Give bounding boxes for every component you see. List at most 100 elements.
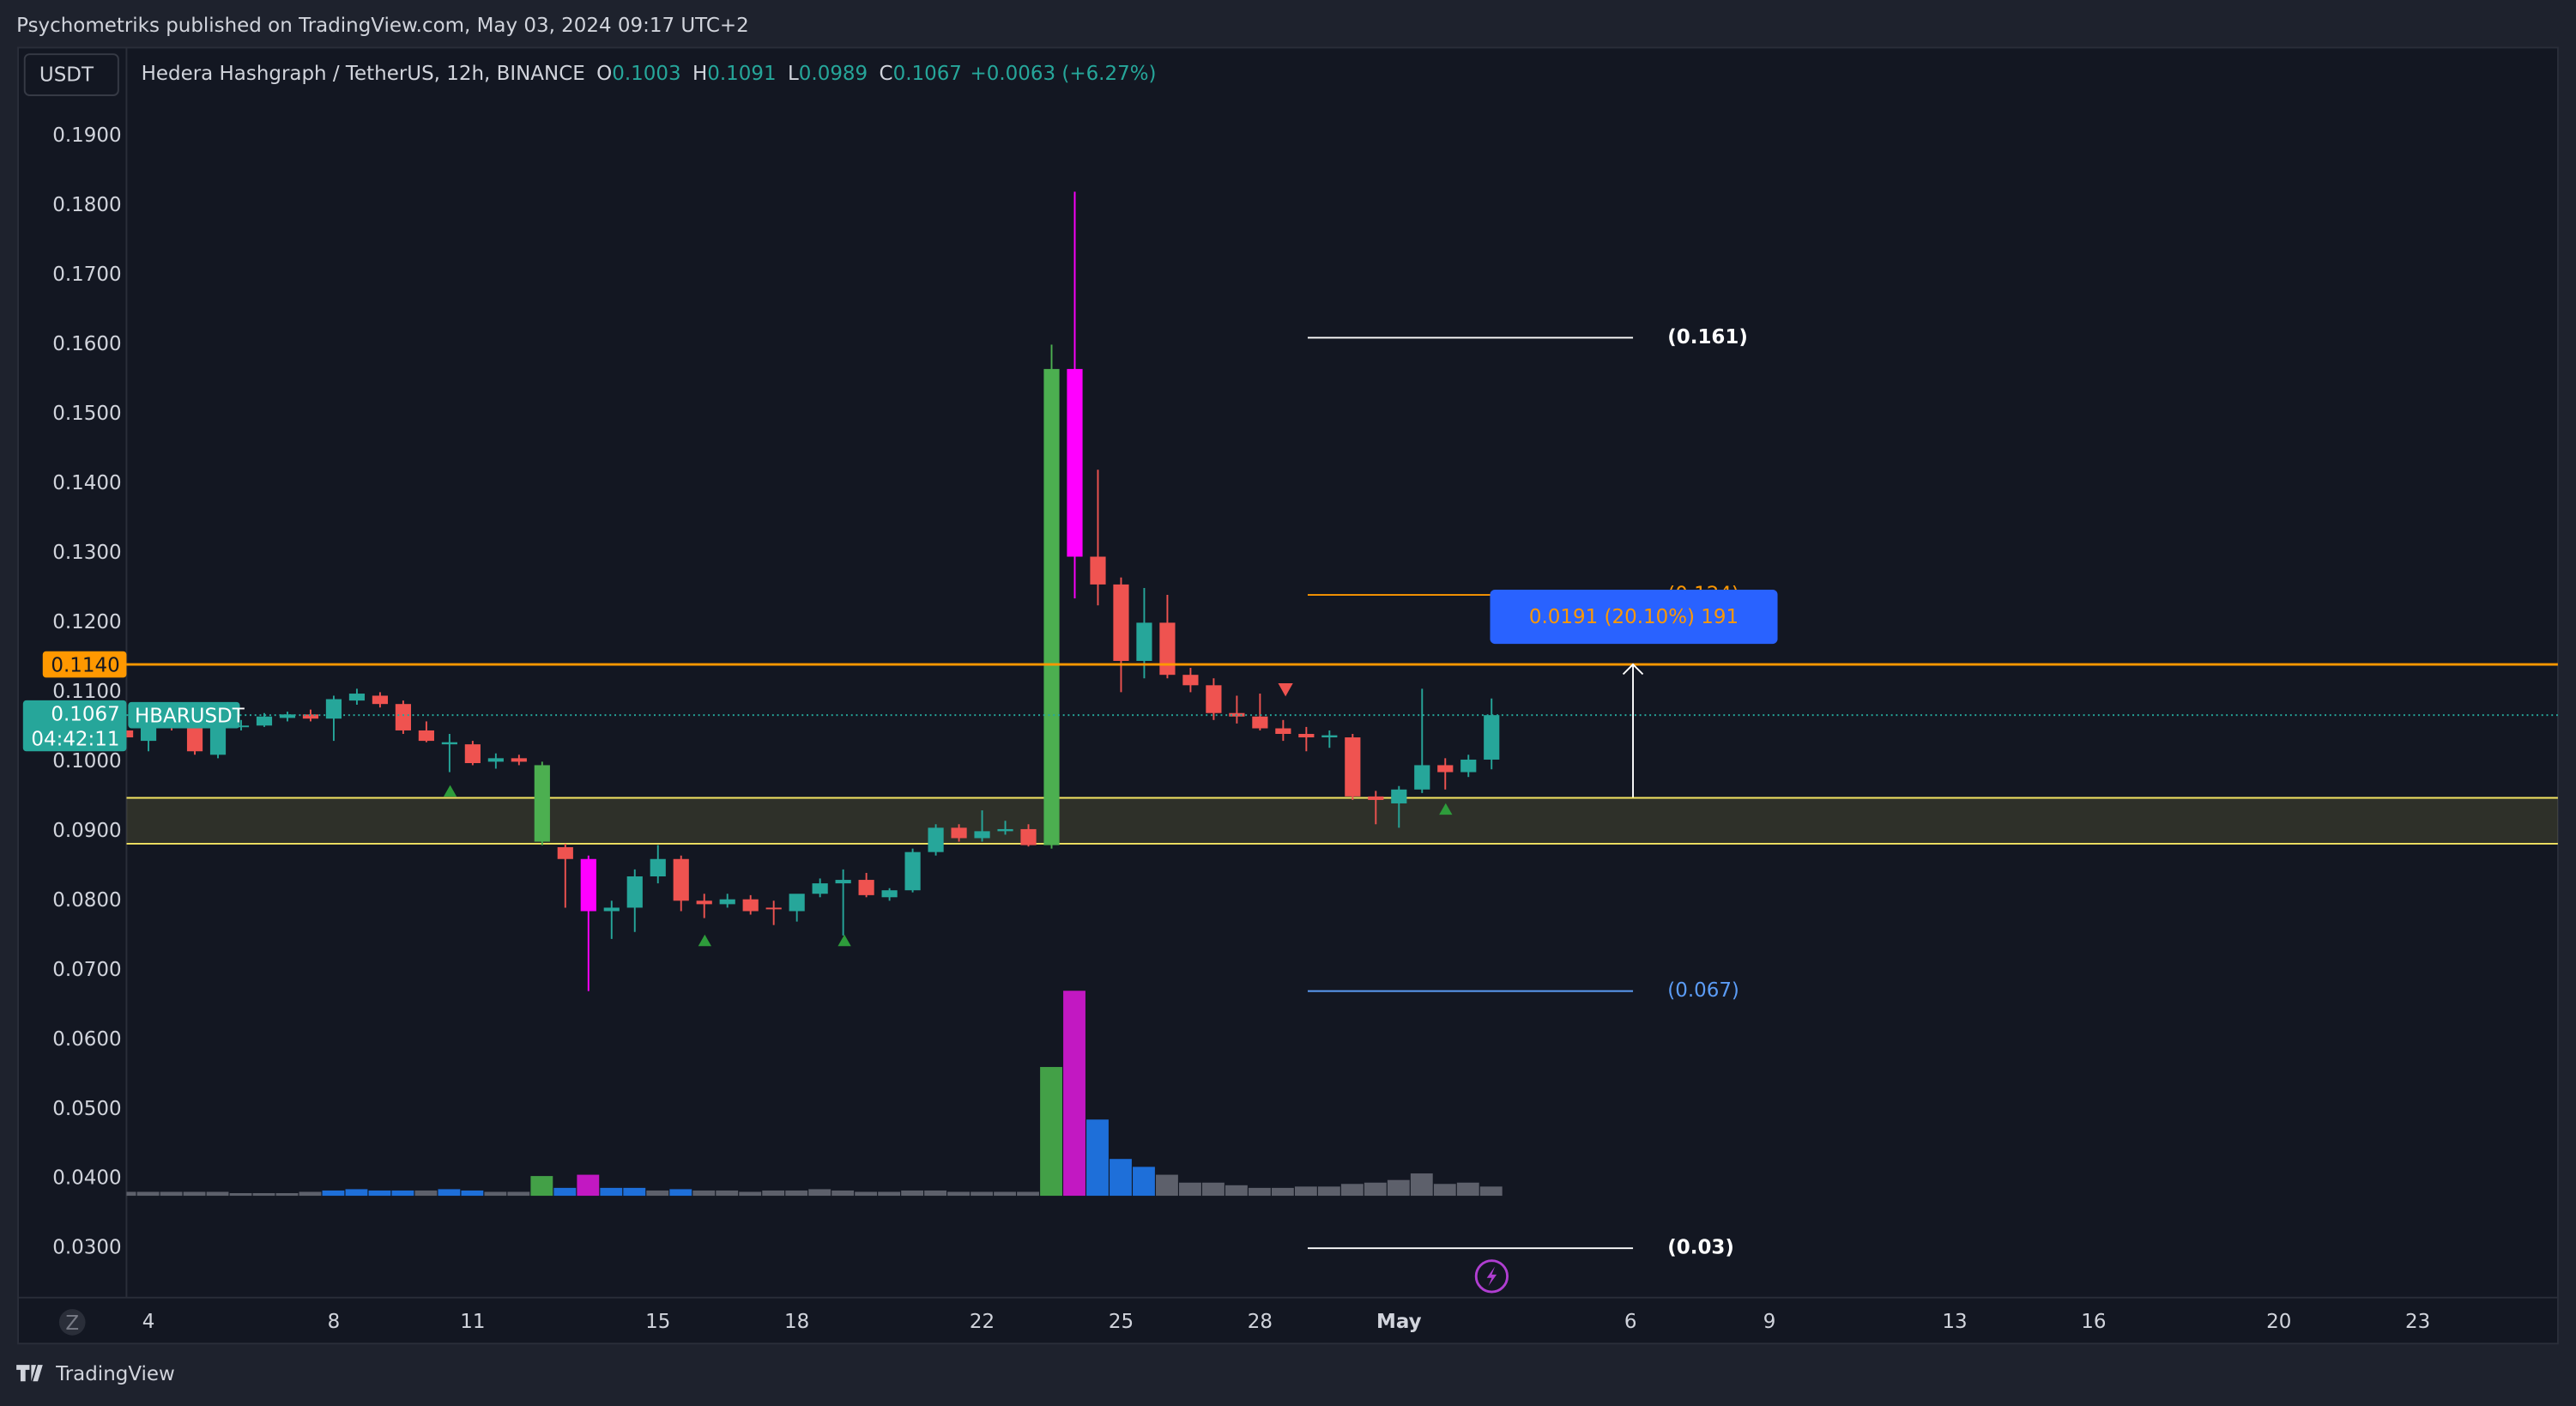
candle-body	[928, 827, 944, 852]
last-price-label: 0.1067	[51, 704, 119, 726]
candle-body	[696, 900, 712, 905]
candle-body	[1090, 556, 1106, 585]
x-tick-label: 4	[142, 1311, 155, 1333]
y-tick-label: 0.1900	[52, 124, 121, 147]
series-layer	[126, 191, 2558, 1197]
volume-bar	[1340, 1184, 1364, 1197]
candle-body	[395, 704, 411, 730]
volume-bar	[126, 1191, 136, 1197]
candle-body	[279, 714, 296, 718]
candle-body	[372, 695, 389, 705]
ohlc-value: 0.1067	[893, 63, 962, 85]
volume-bar	[206, 1191, 229, 1197]
alert-price-label: 0.1140	[51, 654, 119, 676]
x-tick-label: 11	[460, 1311, 485, 1333]
y-tick-label: 0.0400	[52, 1167, 121, 1190]
y-tick-label: 0.1400	[52, 472, 121, 494]
candle-body	[1298, 734, 1315, 738]
volume-bar	[1317, 1186, 1340, 1197]
volume-bar	[1202, 1182, 1225, 1197]
volume-bar	[971, 1191, 993, 1197]
x-tick-label: 8	[328, 1311, 341, 1333]
volume-bar	[947, 1191, 971, 1197]
candle-body	[1275, 728, 1291, 735]
candle-body	[1345, 737, 1361, 797]
volume-bar	[646, 1190, 669, 1197]
volume-bar	[878, 1191, 901, 1197]
y-tick-label: 0.0300	[52, 1237, 121, 1259]
candle-body	[603, 907, 620, 912]
volume-bar	[368, 1190, 391, 1197]
ohlc-value: 0.1091	[707, 63, 776, 85]
volume-bar	[1271, 1187, 1294, 1197]
currency-button[interactable]	[23, 53, 119, 96]
y-tick-label: 0.1500	[52, 403, 121, 425]
measure-box	[1490, 589, 1778, 645]
candle-body	[650, 858, 666, 877]
zoom-button[interactable]	[58, 1309, 86, 1336]
volume-bar	[136, 1191, 160, 1197]
ohlc-letter: L	[788, 63, 799, 85]
candle-body	[534, 765, 550, 842]
volume-bar	[345, 1189, 368, 1197]
candle-body	[1136, 622, 1152, 661]
y-tick-label: 0.0700	[52, 959, 121, 981]
volume-bar	[623, 1187, 646, 1197]
volume-bar	[739, 1191, 762, 1197]
volume-bar	[391, 1190, 414, 1197]
volume-bar	[1410, 1173, 1433, 1197]
event-icon[interactable]	[1474, 1259, 1509, 1294]
buy-signal	[838, 934, 851, 947]
x-tick-label: 23	[2405, 1311, 2430, 1333]
volume-bar	[577, 1174, 600, 1197]
volume-bar	[901, 1190, 924, 1197]
candle-body	[1113, 584, 1129, 661]
candle-body	[580, 858, 596, 912]
fib-label: (0.067)	[1667, 979, 1739, 1002]
candle-body	[325, 699, 342, 719]
volume-bar	[1110, 1159, 1132, 1197]
y-tick-label: 0.1000	[52, 750, 121, 773]
x-tick-label: 25	[1109, 1311, 1134, 1333]
buy-signal	[698, 934, 711, 947]
alert-price-box	[42, 651, 127, 678]
buy-signal	[443, 785, 457, 797]
volume-bar	[299, 1191, 322, 1197]
volume-bar	[1040, 1067, 1062, 1197]
x-tick-label: 20	[2266, 1311, 2291, 1333]
x-tick-label: 15	[645, 1311, 670, 1333]
candle-body	[1206, 685, 1222, 713]
volume-bar	[461, 1190, 484, 1197]
volume-bar	[600, 1187, 623, 1197]
candle-body	[742, 899, 759, 912]
candle-body	[302, 714, 319, 719]
candle-body	[1414, 765, 1430, 790]
y-tick-label: 0.1300	[52, 542, 121, 564]
currency-label: USDT	[39, 64, 94, 87]
candle-body	[209, 723, 227, 755]
tradingview-logo: TradingView	[16, 1363, 175, 1385]
volume-bar	[1086, 1119, 1109, 1197]
brand: TradingView	[55, 1363, 175, 1385]
volume-bar	[1479, 1186, 1503, 1197]
candle-body	[1484, 715, 1500, 760]
candle-body	[1159, 622, 1176, 676]
candle-body	[511, 758, 527, 762]
candle-body	[256, 716, 273, 726]
countdown: 04:42:11	[31, 728, 119, 750]
volume-bar	[1225, 1185, 1248, 1197]
volume-bar	[669, 1189, 692, 1197]
candle-body	[441, 742, 457, 745]
signals	[443, 683, 1509, 1294]
fib-label: (0.03)	[1667, 1237, 1734, 1259]
ohlc-letter: O	[596, 63, 612, 85]
publish-info: Psychometriks published on TradingView.c…	[16, 15, 749, 37]
volume-bar	[1387, 1179, 1410, 1197]
y-tick-label: 0.1600	[52, 333, 121, 355]
volume-bar	[229, 1193, 252, 1197]
volume-bar	[762, 1190, 785, 1197]
chart-panel	[17, 46, 2559, 1345]
y-tick-label: 0.0900	[52, 820, 121, 842]
zoom-label: Z	[65, 1312, 79, 1335]
